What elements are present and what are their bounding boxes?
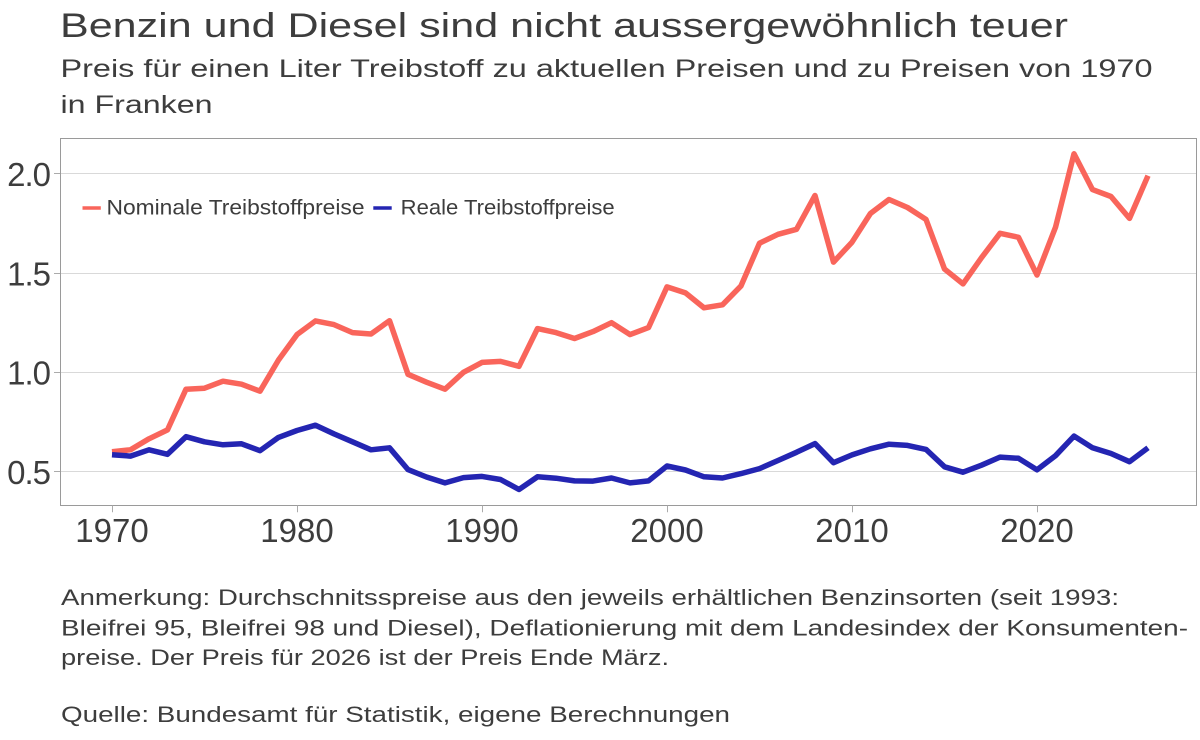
svg-text:Bleifrei 95, Bleifrei 98 und D: Bleifrei 95, Bleifrei 98 und Diesel), De… bbox=[61, 616, 1188, 641]
svg-text:1980: 1980 bbox=[260, 512, 333, 549]
svg-text:preise. Der Preis für 2026 ist: preise. Der Preis für 2026 ist der Preis… bbox=[61, 645, 669, 670]
svg-text:Benzin und Diesel sind nicht a: Benzin und Diesel sind nicht aussergewöh… bbox=[60, 7, 1068, 45]
svg-text:2000: 2000 bbox=[630, 512, 703, 549]
svg-text:Reale Treibstoffpreise: Reale Treibstoffpreise bbox=[401, 197, 615, 220]
svg-text:2.0: 2.0 bbox=[7, 156, 51, 193]
svg-text:1970: 1970 bbox=[75, 512, 148, 549]
svg-text:2020: 2020 bbox=[1000, 512, 1073, 549]
svg-text:1.5: 1.5 bbox=[7, 255, 50, 292]
svg-text:Quelle: Bundesamt für Statisti: Quelle: Bundesamt für Statistik, eigene … bbox=[61, 702, 730, 727]
svg-text:Nominale Treibstoffpreise: Nominale Treibstoffpreise bbox=[107, 197, 365, 220]
svg-text:Anmerkung: Durchschnitsspreise: Anmerkung: Durchschnitsspreise aus den j… bbox=[61, 585, 1119, 610]
svg-text:1.0: 1.0 bbox=[7, 355, 51, 392]
svg-text:in Franken: in Franken bbox=[61, 91, 213, 119]
svg-text:2010: 2010 bbox=[815, 512, 888, 549]
svg-text:1990: 1990 bbox=[445, 512, 518, 549]
svg-text:Preis für einen Liter Treibsto: Preis für einen Liter Treibstoff zu aktu… bbox=[61, 55, 1153, 83]
svg-text:0.5: 0.5 bbox=[7, 454, 50, 491]
